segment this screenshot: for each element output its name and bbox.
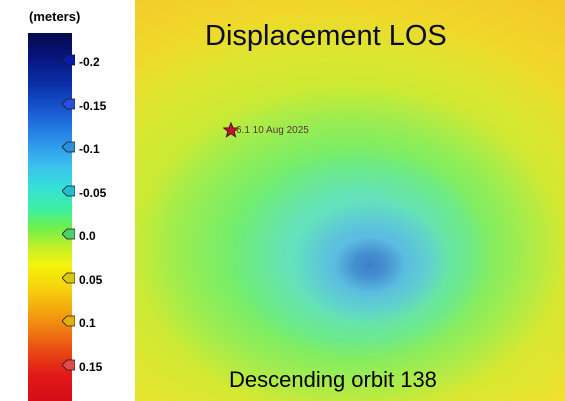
colorbar-tick-marker bbox=[62, 359, 75, 371]
star-icon bbox=[223, 122, 239, 138]
colorbar-tick-marker bbox=[62, 185, 75, 197]
colorbar-tick-label: 0.05 bbox=[79, 272, 103, 287]
legend-unit-label: (meters) bbox=[29, 9, 81, 24]
colorbar-tick-label: 0.0 bbox=[79, 229, 96, 243]
colorbar-legend: (meters) -0.2 -0.15 -0.1 -0.05 0.0 0.05 0.1 0.1… bbox=[0, 0, 135, 401]
colorbar-tick-marker bbox=[62, 315, 75, 327]
displacement-map: Displacement LOS 6.1 10 Aug 2025 Descend… bbox=[135, 0, 565, 401]
colorbar-gradient bbox=[28, 33, 72, 401]
colorbar-tick-label: 0.1 bbox=[79, 316, 96, 330]
colorbar-tick-label: 0.15 bbox=[79, 359, 103, 374]
colorbar-tick-label: -0.1 bbox=[79, 142, 100, 156]
map-title: Displacement LOS bbox=[205, 20, 447, 52]
colorbar-tick-label: -0.15 bbox=[79, 98, 107, 113]
colorbar-tick-marker bbox=[62, 272, 75, 284]
orbit-subtitle: Descending orbit 138 bbox=[229, 367, 437, 392]
colorbar-tick-marker bbox=[62, 98, 75, 110]
colorbar-tick-marker bbox=[62, 228, 75, 240]
colorbar-tick-marker bbox=[62, 54, 75, 66]
colorbar-tick-label: -0.2 bbox=[79, 55, 100, 69]
colorbar-tick-marker bbox=[62, 141, 75, 153]
colorbar-tick-label: -0.05 bbox=[79, 185, 107, 200]
earthquake-event-label: 6.1 10 Aug 2025 bbox=[236, 125, 309, 136]
